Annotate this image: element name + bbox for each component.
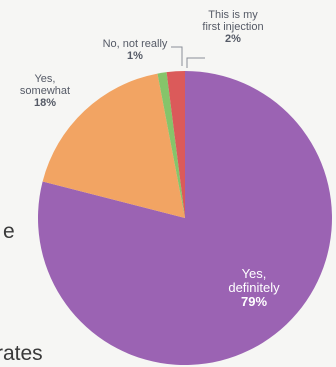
leader-line-first-injection: [186, 57, 205, 68]
slice-value-label: 18%: [34, 97, 56, 109]
pie-slice-yes-definitely: [37, 71, 333, 365]
slice-value-label: 79%: [241, 294, 267, 309]
leader-line-no-not-really: [171, 46, 183, 66]
slice-value-label: 2%: [225, 33, 241, 45]
slice-value-label: 1%: [127, 50, 143, 62]
slice-label-line: first injection: [202, 21, 263, 33]
slice-label-line: No, not really: [103, 38, 168, 50]
slice-label-line: This is my: [208, 9, 258, 21]
slice-label-line: definitely: [228, 280, 280, 295]
page-fragment-left: e: [3, 220, 15, 243]
pie-slice-this-is-my-first-injection: [166, 71, 185, 218]
pie-slice-yes-somewhat: [42, 73, 186, 218]
slice-label-line: Yes,: [34, 73, 55, 85]
slice-label-line: Yes,: [242, 266, 267, 281]
pie-slice-no-not-really: [157, 72, 185, 218]
slice-label-line: somewhat: [20, 85, 70, 97]
page-fragment-bottom: rates: [0, 342, 43, 365]
